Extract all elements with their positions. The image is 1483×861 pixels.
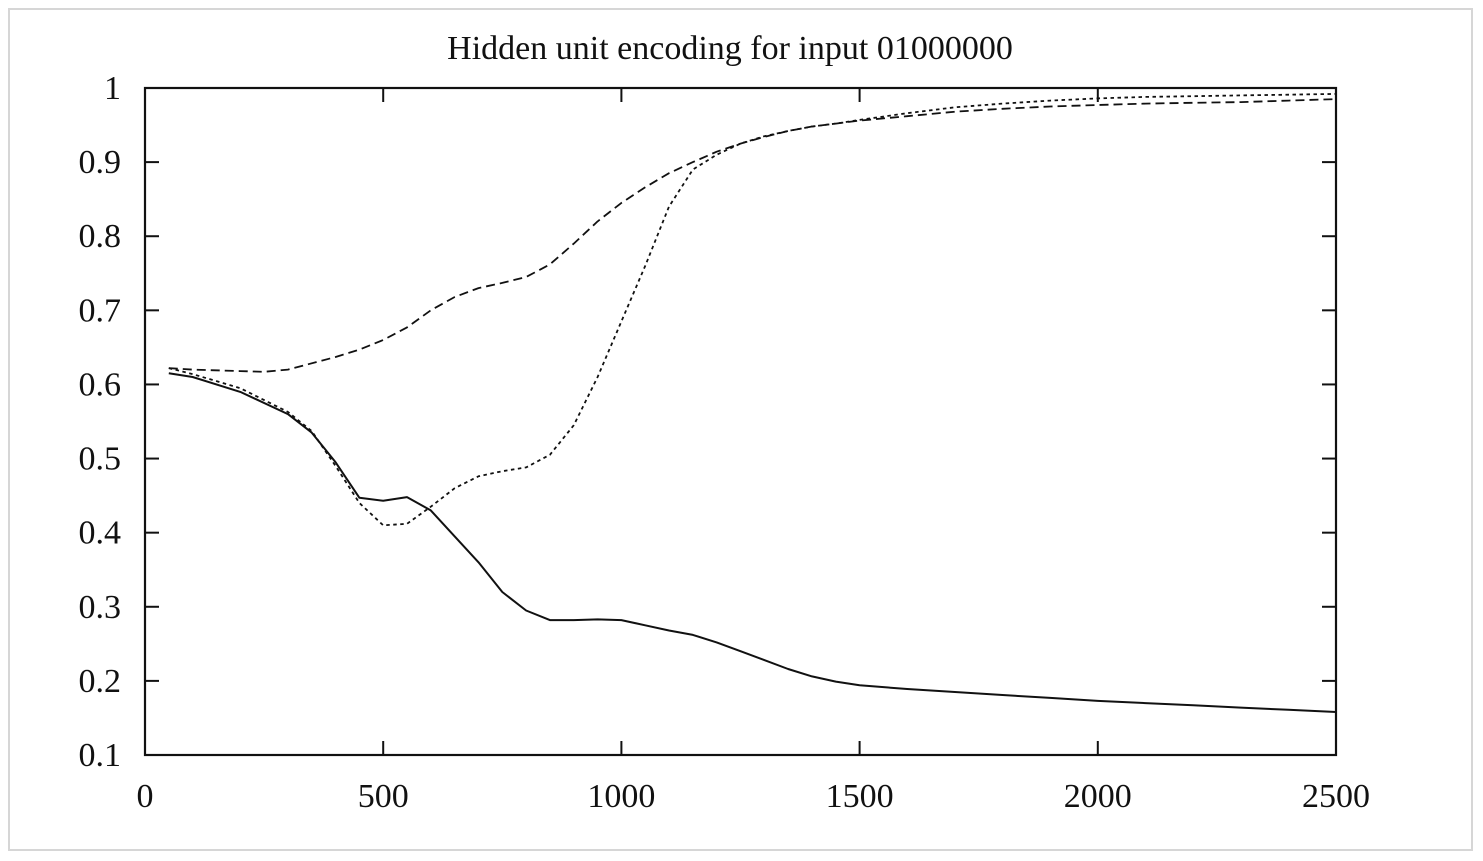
y-tick-label: 1: [104, 70, 121, 107]
y-tick-label: 0.3: [79, 589, 122, 626]
y-tick-label: 0.8: [79, 218, 122, 255]
y-tick-label: 0.5: [79, 441, 122, 478]
line-chart: Hidden unit encoding for input 01000000 …: [79, 30, 1371, 815]
y-tick-label: 0.2: [79, 663, 122, 700]
chart-frame: Hidden unit encoding for input 01000000 …: [8, 8, 1473, 851]
y-tick-label: 0.6: [79, 366, 122, 403]
y-tick-label: 0.7: [79, 292, 122, 329]
y-tick-label: 0.4: [79, 515, 122, 552]
y-tick-label: 0.1: [79, 737, 122, 774]
y-tick-label: 0.9: [79, 144, 122, 181]
plot-border: [143, 86, 1338, 757]
x-tick-label: 1500: [826, 778, 894, 815]
series-line-solid: [168, 372, 1337, 713]
x-tick-label: 0: [137, 778, 154, 815]
x-tick-label: 500: [358, 778, 409, 815]
x-tick-label: 1000: [587, 778, 655, 815]
chart-title: Hidden unit encoding for input 01000000: [447, 30, 1013, 67]
x-tick-label: 2500: [1302, 778, 1370, 815]
x-tick-label: 2000: [1064, 778, 1132, 815]
series-line-dotted: [168, 93, 1337, 527]
series-line-dashed: [168, 98, 1337, 373]
